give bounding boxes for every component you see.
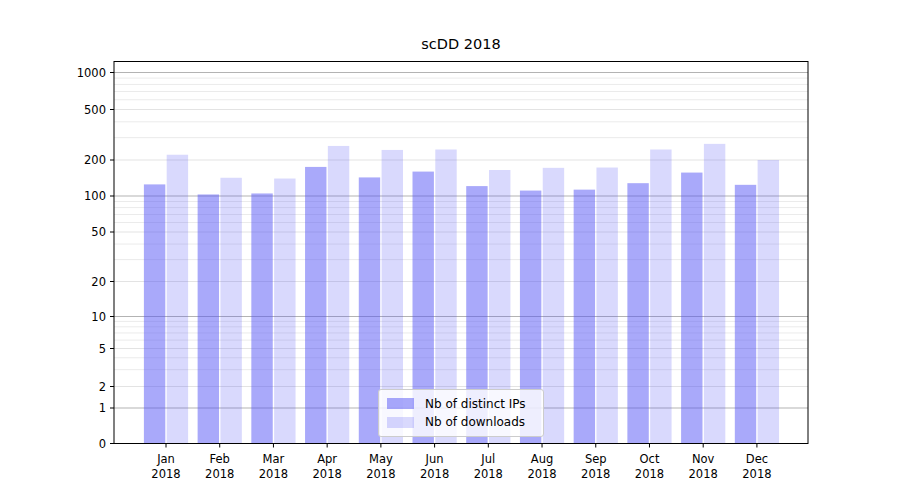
bar-distinct-ips-jan <box>144 184 165 443</box>
bar-distinct-ips-mar <box>251 193 272 443</box>
legend-item-downloads: Nb of downloads <box>387 415 535 429</box>
legend-label-distinct-ips: Nb of distinct IPs <box>425 397 526 411</box>
y-tick-label: 20 <box>91 275 106 289</box>
x-tick-label: Apr2018 <box>313 452 342 481</box>
bar-downloads-nov <box>704 144 725 444</box>
x-tick-label: Mar2018 <box>259 452 288 481</box>
bar-downloads-feb <box>220 178 241 444</box>
legend-item-distinct-ips: Nb of distinct IPs <box>387 397 535 411</box>
bar-downloads-mar <box>274 179 295 444</box>
bar-distinct-ips-apr <box>305 167 326 444</box>
x-tick-label: Aug2018 <box>527 452 556 481</box>
y-tick-label: 2 <box>99 380 106 394</box>
y-tick-label: 100 <box>84 189 106 203</box>
bar-distinct-ips-feb <box>198 194 219 443</box>
bar-distinct-ips-sep <box>574 190 595 444</box>
x-tick-label: Feb2018 <box>205 452 234 481</box>
bar-downloads-aug <box>543 168 564 444</box>
y-tick-label: 0 <box>99 437 106 451</box>
y-tick-label: 5 <box>99 342 106 356</box>
bar-downloads-dec <box>758 160 779 444</box>
y-tick-label: 50 <box>91 225 106 239</box>
x-tick-label: May2018 <box>366 452 395 481</box>
x-tick-label: Jun2018 <box>420 452 449 481</box>
y-tick-label: 500 <box>84 103 106 117</box>
y-tick-label: 1000 <box>77 66 106 80</box>
x-tick-label: Dec2018 <box>742 452 771 481</box>
bar-distinct-ips-nov <box>681 173 702 444</box>
bar-distinct-ips-oct <box>627 183 648 443</box>
bar-downloads-apr <box>328 146 349 444</box>
bar-distinct-ips-may <box>359 177 380 443</box>
legend-label-downloads: Nb of downloads <box>425 415 525 429</box>
bar-downloads-oct <box>650 149 671 443</box>
figure: scDD 2018 01251020501002005001000Jan2018… <box>0 0 900 500</box>
x-tick-label: Sep2018 <box>581 452 610 481</box>
bar-downloads-jan <box>167 155 188 444</box>
bar-downloads-sep <box>596 168 617 444</box>
y-tick-label: 1 <box>99 401 106 415</box>
x-tick-label: Nov2018 <box>689 452 718 481</box>
x-tick-label: Jul2018 <box>474 452 503 481</box>
legend: Nb of distinct IPs Nb of downloads <box>378 389 544 437</box>
x-tick-label: Jan2018 <box>151 452 180 481</box>
legend-swatch-downloads <box>387 417 414 428</box>
y-tick-label: 200 <box>84 153 106 167</box>
bar-distinct-ips-dec <box>735 185 756 444</box>
y-tick-label: 10 <box>91 310 106 324</box>
legend-swatch-distinct-ips <box>387 398 414 409</box>
x-tick-label: Oct2018 <box>635 452 664 481</box>
